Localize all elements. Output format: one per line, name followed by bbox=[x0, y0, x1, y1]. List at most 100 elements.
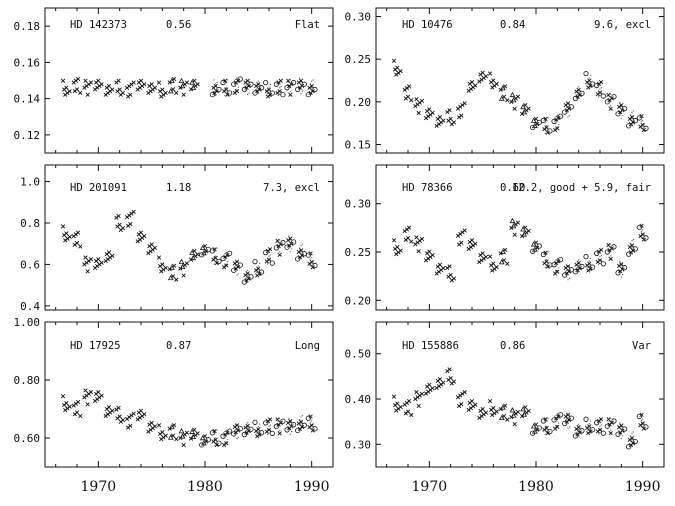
season-point bbox=[71, 230, 83, 249]
plot-frame bbox=[44, 7, 334, 154]
obs-dot bbox=[236, 264, 238, 266]
obs-dot bbox=[608, 106, 610, 108]
obs-cross bbox=[505, 98, 510, 103]
obs-dot bbox=[245, 430, 247, 432]
obs-dot bbox=[567, 279, 569, 281]
obs-dot bbox=[236, 82, 238, 84]
obs-cross bbox=[195, 252, 200, 257]
obs-cross bbox=[487, 254, 493, 259]
axis-ticks: 0.15 0.20 0.25 0.30 bbox=[345, 8, 664, 153]
obs-cross bbox=[149, 242, 154, 247]
obs-circle bbox=[237, 426, 243, 432]
obs-circle bbox=[241, 279, 247, 285]
obs-cross bbox=[213, 437, 218, 442]
obs-cross bbox=[391, 58, 397, 63]
obs-circle bbox=[540, 251, 546, 258]
obs-dot bbox=[312, 429, 314, 431]
season-point bbox=[241, 78, 254, 95]
obs-cross bbox=[160, 430, 165, 435]
obs-circle bbox=[579, 90, 585, 96]
season-point bbox=[594, 247, 606, 267]
x-tick-label: 1980 bbox=[187, 479, 223, 495]
obs-dot bbox=[556, 126, 558, 128]
obs-cross bbox=[502, 84, 508, 89]
obs-dot bbox=[247, 274, 249, 277]
obs-dot bbox=[640, 419, 642, 421]
obs-dot bbox=[642, 224, 644, 226]
obs-cross bbox=[526, 106, 531, 111]
obs-dot bbox=[301, 85, 303, 87]
season-point bbox=[583, 70, 596, 90]
obs-cross bbox=[235, 78, 241, 83]
obs-dot bbox=[289, 427, 291, 429]
obs-circle bbox=[643, 125, 649, 131]
obs-cross bbox=[202, 434, 208, 439]
obs-cross bbox=[406, 84, 412, 89]
obs-circle bbox=[558, 412, 564, 418]
obs-dot bbox=[640, 414, 642, 416]
obs-dot bbox=[640, 426, 642, 428]
obs-dot bbox=[643, 427, 645, 429]
season-point bbox=[604, 92, 617, 111]
obs-dot bbox=[248, 278, 250, 281]
obs-dot bbox=[224, 94, 226, 97]
obs-dot bbox=[268, 250, 270, 252]
obs-dot bbox=[288, 235, 290, 237]
obs-dot bbox=[555, 414, 557, 416]
obs-dot bbox=[267, 433, 269, 435]
obs-cross bbox=[75, 230, 81, 235]
season-point bbox=[92, 78, 104, 92]
obs-dot bbox=[630, 124, 632, 127]
obs-cross bbox=[534, 121, 540, 127]
obs-dot bbox=[235, 78, 237, 81]
season-point bbox=[295, 415, 307, 434]
cycle-class: 7.3, excl bbox=[263, 182, 320, 194]
obs-circle bbox=[579, 428, 585, 434]
obs-dot bbox=[630, 440, 632, 442]
obs-dot bbox=[640, 225, 642, 227]
obs-cross bbox=[116, 213, 121, 219]
obs-dot bbox=[610, 424, 612, 426]
obs-cross bbox=[430, 252, 435, 258]
obs-circle bbox=[291, 239, 297, 245]
obs-dot bbox=[311, 425, 313, 427]
obs-circle bbox=[611, 418, 617, 424]
obs-dot bbox=[235, 423, 237, 425]
obs-cross bbox=[74, 410, 80, 415]
obs-cross bbox=[556, 259, 561, 264]
obs-cross bbox=[448, 272, 453, 278]
obs-dot bbox=[224, 264, 226, 267]
obs-dot bbox=[630, 119, 632, 121]
obs-circle bbox=[551, 262, 557, 268]
obs-cross bbox=[88, 390, 94, 395]
season-point bbox=[284, 235, 297, 253]
obs-dot bbox=[268, 86, 270, 88]
obs-circle bbox=[636, 224, 642, 231]
obs-dot bbox=[225, 441, 227, 443]
obs-dot bbox=[587, 424, 589, 426]
season-point bbox=[519, 103, 531, 116]
season-point bbox=[562, 412, 574, 429]
obs-dot bbox=[301, 420, 303, 422]
obs-cross bbox=[398, 404, 403, 410]
obs-dot bbox=[642, 114, 644, 116]
obs-dot bbox=[269, 254, 271, 256]
obs-dot bbox=[555, 265, 557, 268]
obs-dot bbox=[578, 259, 580, 261]
obs-triangle bbox=[178, 428, 185, 434]
obs-circle bbox=[291, 79, 297, 86]
obs-cross bbox=[64, 231, 69, 236]
obs-cross bbox=[469, 79, 475, 85]
obs-cross bbox=[437, 377, 443, 382]
season-point bbox=[241, 269, 254, 285]
obs-dot bbox=[547, 251, 549, 253]
obs-dot bbox=[224, 88, 226, 90]
season-point bbox=[231, 423, 243, 440]
obs-dot bbox=[598, 433, 600, 435]
obs-cross bbox=[555, 126, 560, 131]
season-point bbox=[604, 417, 617, 436]
obs-dot bbox=[248, 92, 250, 94]
season-point bbox=[626, 110, 638, 129]
data-points bbox=[391, 58, 649, 135]
obs-dot bbox=[567, 422, 569, 424]
